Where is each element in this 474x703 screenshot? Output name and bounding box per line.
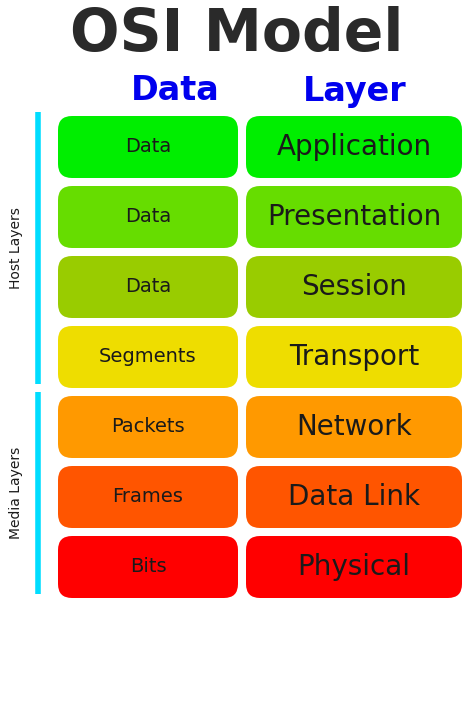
Text: Frames: Frames [112,487,183,506]
Text: Media Layers: Media Layers [9,447,23,539]
FancyBboxPatch shape [246,186,462,248]
Text: Host Layers: Host Layers [9,207,23,289]
Text: Network: Network [296,413,412,441]
FancyBboxPatch shape [246,116,462,178]
FancyBboxPatch shape [246,536,462,598]
Text: Data: Data [125,278,171,297]
Text: Bits: Bits [130,557,166,576]
Text: Session: Session [301,273,407,301]
Text: Packets: Packets [111,418,185,437]
FancyBboxPatch shape [58,116,238,178]
Text: Data: Data [125,138,171,157]
FancyBboxPatch shape [58,396,238,458]
FancyBboxPatch shape [246,326,462,388]
Text: Data Link: Data Link [288,483,420,511]
Text: Application: Application [276,133,431,161]
Text: OSI Model: OSI Model [70,6,404,63]
FancyBboxPatch shape [58,466,238,528]
FancyBboxPatch shape [246,256,462,318]
FancyBboxPatch shape [58,256,238,318]
Text: Transport: Transport [289,343,419,371]
FancyBboxPatch shape [246,466,462,528]
FancyBboxPatch shape [58,186,238,248]
Text: Segments: Segments [99,347,197,366]
Text: Physical: Physical [298,553,410,581]
Text: Data: Data [131,75,219,108]
FancyBboxPatch shape [246,396,462,458]
FancyBboxPatch shape [58,326,238,388]
Text: Layer: Layer [303,75,407,108]
Text: Presentation: Presentation [267,203,441,231]
FancyBboxPatch shape [58,536,238,598]
Text: Data: Data [125,207,171,226]
